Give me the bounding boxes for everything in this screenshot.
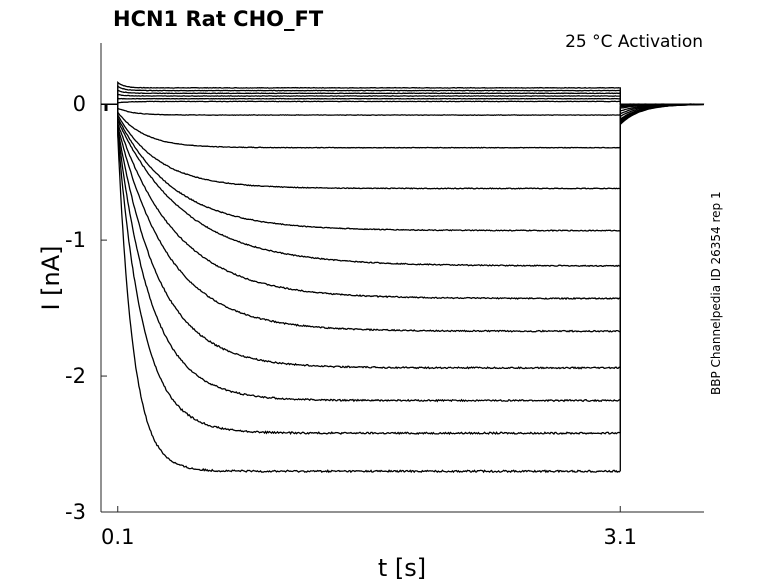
- current-traces: [101, 81, 705, 474]
- tick-labels: 0 -1 -2 -3 0.1 3.1: [65, 92, 637, 549]
- current-trace-1: [101, 81, 705, 105]
- current-trace-5: [101, 97, 704, 105]
- x-axis-label: t [s]: [378, 554, 426, 582]
- current-trace-11: [101, 103, 704, 268]
- current-trace-8: [101, 103, 704, 149]
- current-trace-9: [101, 103, 705, 190]
- y-axis-label: I [nA]: [37, 245, 65, 310]
- chart-annotation: 25 °C Activation: [565, 32, 703, 52]
- current-trace-7: [101, 103, 705, 117]
- current-trace-17: [101, 103, 705, 474]
- axes: [100, 43, 704, 513]
- current-trace-12: [101, 103, 704, 301]
- y-tick-label: -1: [65, 228, 86, 252]
- chart-title: HCN1 Rat CHO_FT: [113, 7, 324, 31]
- current-trace-4: [101, 93, 705, 105]
- current-trace-10: [101, 103, 705, 232]
- current-trace-3: [101, 90, 704, 105]
- current-trace-2: [101, 85, 705, 105]
- x-tick-label: 0.1: [101, 525, 134, 549]
- y-tick-label: -3: [65, 500, 86, 524]
- current-trace-16: [101, 103, 705, 436]
- x-tick-label: 3.1: [604, 525, 637, 549]
- current-trace-13: [101, 103, 704, 333]
- current-trace-14: [101, 103, 705, 370]
- side-label: BBP Channelpedia ID 26354 rep 1: [709, 191, 723, 395]
- y-tick-label: -2: [65, 364, 86, 388]
- y-tick-label: 0: [73, 92, 86, 116]
- current-trace-6: [101, 100, 705, 105]
- current-trace-15: [101, 103, 704, 403]
